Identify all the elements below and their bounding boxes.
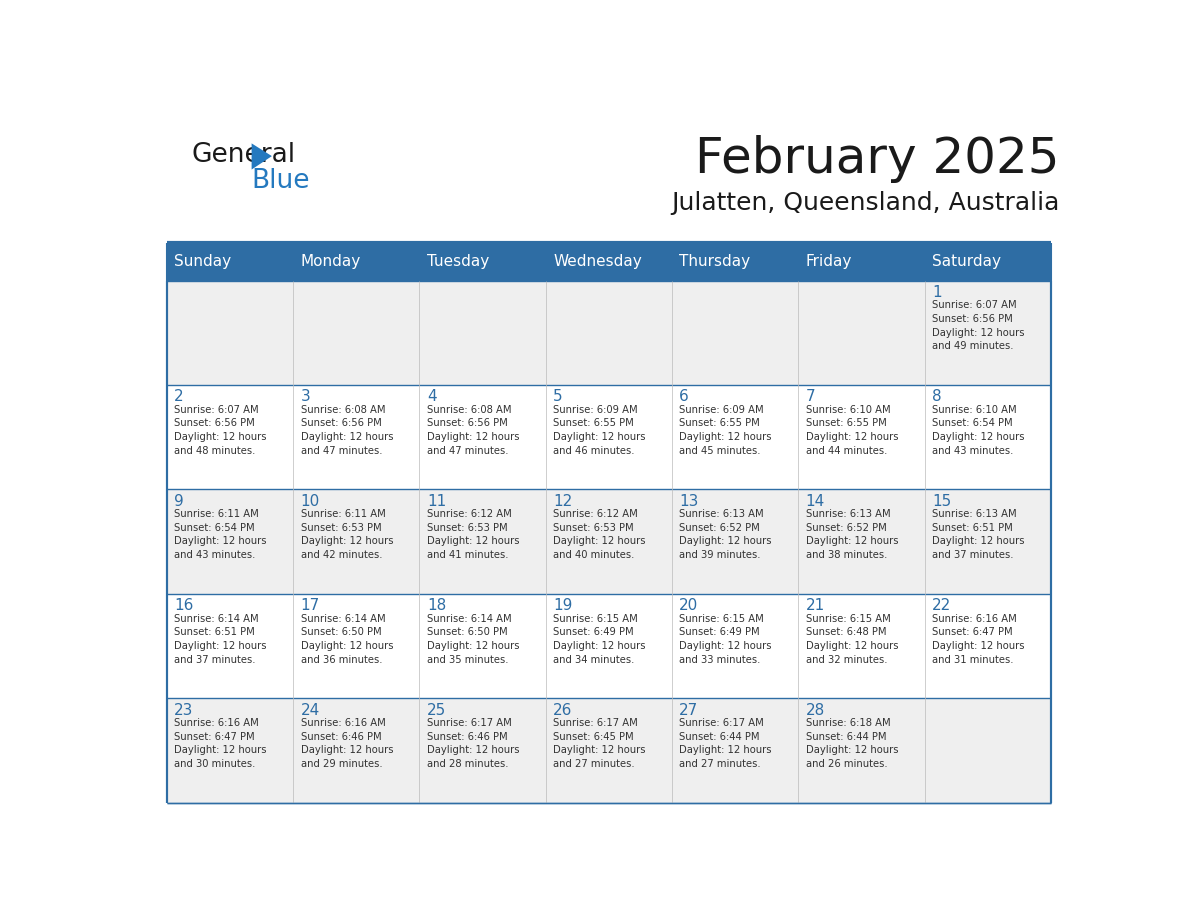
Polygon shape: [252, 143, 272, 170]
Bar: [166, 385, 1051, 489]
Text: 22: 22: [931, 599, 952, 613]
Text: 26: 26: [554, 702, 573, 718]
Text: 7: 7: [805, 389, 815, 404]
Bar: [166, 489, 1051, 594]
Text: Monday: Monday: [301, 254, 361, 269]
Text: 19: 19: [554, 599, 573, 613]
Text: Friday: Friday: [805, 254, 852, 269]
Text: Sunrise: 6:09 AM
Sunset: 6:55 PM
Daylight: 12 hours
and 46 minutes.: Sunrise: 6:09 AM Sunset: 6:55 PM Dayligh…: [554, 405, 645, 455]
Text: 28: 28: [805, 702, 824, 718]
Text: 1: 1: [931, 285, 942, 300]
Text: Thursday: Thursday: [680, 254, 751, 269]
Text: Sunrise: 6:14 AM
Sunset: 6:51 PM
Daylight: 12 hours
and 37 minutes.: Sunrise: 6:14 AM Sunset: 6:51 PM Dayligh…: [175, 614, 267, 665]
Text: Wednesday: Wednesday: [554, 254, 642, 269]
Text: Sunrise: 6:07 AM
Sunset: 6:56 PM
Daylight: 12 hours
and 49 minutes.: Sunrise: 6:07 AM Sunset: 6:56 PM Dayligh…: [931, 300, 1024, 351]
Text: Sunrise: 6:11 AM
Sunset: 6:53 PM
Daylight: 12 hours
and 42 minutes.: Sunrise: 6:11 AM Sunset: 6:53 PM Dayligh…: [301, 509, 393, 560]
Text: Sunrise: 6:13 AM
Sunset: 6:51 PM
Daylight: 12 hours
and 37 minutes.: Sunrise: 6:13 AM Sunset: 6:51 PM Dayligh…: [931, 509, 1024, 560]
Text: Sunrise: 6:12 AM
Sunset: 6:53 PM
Daylight: 12 hours
and 40 minutes.: Sunrise: 6:12 AM Sunset: 6:53 PM Dayligh…: [554, 509, 645, 560]
Text: 17: 17: [301, 599, 320, 613]
Text: 3: 3: [301, 389, 310, 404]
Bar: [166, 281, 1051, 385]
Text: Sunrise: 6:08 AM
Sunset: 6:56 PM
Daylight: 12 hours
and 47 minutes.: Sunrise: 6:08 AM Sunset: 6:56 PM Dayligh…: [426, 405, 519, 455]
Text: 14: 14: [805, 494, 824, 509]
Text: Sunrise: 6:14 AM
Sunset: 6:50 PM
Daylight: 12 hours
and 35 minutes.: Sunrise: 6:14 AM Sunset: 6:50 PM Dayligh…: [426, 614, 519, 665]
Text: Sunrise: 6:10 AM
Sunset: 6:55 PM
Daylight: 12 hours
and 44 minutes.: Sunrise: 6:10 AM Sunset: 6:55 PM Dayligh…: [805, 405, 898, 455]
Text: Sunrise: 6:18 AM
Sunset: 6:44 PM
Daylight: 12 hours
and 26 minutes.: Sunrise: 6:18 AM Sunset: 6:44 PM Dayligh…: [805, 718, 898, 769]
Text: Sunrise: 6:15 AM
Sunset: 6:49 PM
Daylight: 12 hours
and 34 minutes.: Sunrise: 6:15 AM Sunset: 6:49 PM Dayligh…: [554, 614, 645, 665]
Text: 10: 10: [301, 494, 320, 509]
Text: Sunrise: 6:16 AM
Sunset: 6:47 PM
Daylight: 12 hours
and 30 minutes.: Sunrise: 6:16 AM Sunset: 6:47 PM Dayligh…: [175, 718, 267, 769]
Text: Sunrise: 6:17 AM
Sunset: 6:44 PM
Daylight: 12 hours
and 27 minutes.: Sunrise: 6:17 AM Sunset: 6:44 PM Dayligh…: [680, 718, 772, 769]
Text: 4: 4: [426, 389, 436, 404]
Text: Saturday: Saturday: [931, 254, 1000, 269]
Text: 13: 13: [680, 494, 699, 509]
Text: Sunrise: 6:11 AM
Sunset: 6:54 PM
Daylight: 12 hours
and 43 minutes.: Sunrise: 6:11 AM Sunset: 6:54 PM Dayligh…: [175, 509, 267, 560]
Text: 27: 27: [680, 702, 699, 718]
Text: 15: 15: [931, 494, 952, 509]
Text: Sunrise: 6:10 AM
Sunset: 6:54 PM
Daylight: 12 hours
and 43 minutes.: Sunrise: 6:10 AM Sunset: 6:54 PM Dayligh…: [931, 405, 1024, 455]
Text: 2: 2: [175, 389, 184, 404]
Text: Sunrise: 6:09 AM
Sunset: 6:55 PM
Daylight: 12 hours
and 45 minutes.: Sunrise: 6:09 AM Sunset: 6:55 PM Dayligh…: [680, 405, 772, 455]
Text: Blue: Blue: [252, 168, 310, 194]
Text: Sunrise: 6:14 AM
Sunset: 6:50 PM
Daylight: 12 hours
and 36 minutes.: Sunrise: 6:14 AM Sunset: 6:50 PM Dayligh…: [301, 614, 393, 665]
Text: Sunrise: 6:17 AM
Sunset: 6:45 PM
Daylight: 12 hours
and 27 minutes.: Sunrise: 6:17 AM Sunset: 6:45 PM Dayligh…: [554, 718, 645, 769]
Text: 23: 23: [175, 702, 194, 718]
Text: Sunrise: 6:07 AM
Sunset: 6:56 PM
Daylight: 12 hours
and 48 minutes.: Sunrise: 6:07 AM Sunset: 6:56 PM Dayligh…: [175, 405, 267, 455]
Bar: [166, 594, 1051, 699]
Text: Sunrise: 6:17 AM
Sunset: 6:46 PM
Daylight: 12 hours
and 28 minutes.: Sunrise: 6:17 AM Sunset: 6:46 PM Dayligh…: [426, 718, 519, 769]
Text: Sunrise: 6:08 AM
Sunset: 6:56 PM
Daylight: 12 hours
and 47 minutes.: Sunrise: 6:08 AM Sunset: 6:56 PM Dayligh…: [301, 405, 393, 455]
Text: Tuesday: Tuesday: [426, 254, 489, 269]
Text: 25: 25: [426, 702, 446, 718]
Text: February 2025: February 2025: [695, 135, 1060, 183]
Text: 21: 21: [805, 599, 824, 613]
Bar: [166, 243, 1051, 281]
Text: Sunrise: 6:15 AM
Sunset: 6:48 PM
Daylight: 12 hours
and 32 minutes.: Sunrise: 6:15 AM Sunset: 6:48 PM Dayligh…: [805, 614, 898, 665]
Text: Julatten, Queensland, Australia: Julatten, Queensland, Australia: [671, 192, 1060, 216]
Text: 20: 20: [680, 599, 699, 613]
Text: 9: 9: [175, 494, 184, 509]
Text: 8: 8: [931, 389, 942, 404]
Text: Sunrise: 6:13 AM
Sunset: 6:52 PM
Daylight: 12 hours
and 39 minutes.: Sunrise: 6:13 AM Sunset: 6:52 PM Dayligh…: [680, 509, 772, 560]
Text: Sunrise: 6:13 AM
Sunset: 6:52 PM
Daylight: 12 hours
and 38 minutes.: Sunrise: 6:13 AM Sunset: 6:52 PM Dayligh…: [805, 509, 898, 560]
Text: 5: 5: [554, 389, 563, 404]
Text: 11: 11: [426, 494, 446, 509]
Text: Sunrise: 6:12 AM
Sunset: 6:53 PM
Daylight: 12 hours
and 41 minutes.: Sunrise: 6:12 AM Sunset: 6:53 PM Dayligh…: [426, 509, 519, 560]
Text: 18: 18: [426, 599, 446, 613]
Text: Sunrise: 6:16 AM
Sunset: 6:47 PM
Daylight: 12 hours
and 31 minutes.: Sunrise: 6:16 AM Sunset: 6:47 PM Dayligh…: [931, 614, 1024, 665]
Text: Sunrise: 6:16 AM
Sunset: 6:46 PM
Daylight: 12 hours
and 29 minutes.: Sunrise: 6:16 AM Sunset: 6:46 PM Dayligh…: [301, 718, 393, 769]
Text: Sunrise: 6:15 AM
Sunset: 6:49 PM
Daylight: 12 hours
and 33 minutes.: Sunrise: 6:15 AM Sunset: 6:49 PM Dayligh…: [680, 614, 772, 665]
Bar: [166, 699, 1051, 803]
Text: 12: 12: [554, 494, 573, 509]
Text: 16: 16: [175, 599, 194, 613]
Text: 6: 6: [680, 389, 689, 404]
Text: General: General: [191, 142, 296, 168]
Text: Sunday: Sunday: [175, 254, 232, 269]
Text: 24: 24: [301, 702, 320, 718]
